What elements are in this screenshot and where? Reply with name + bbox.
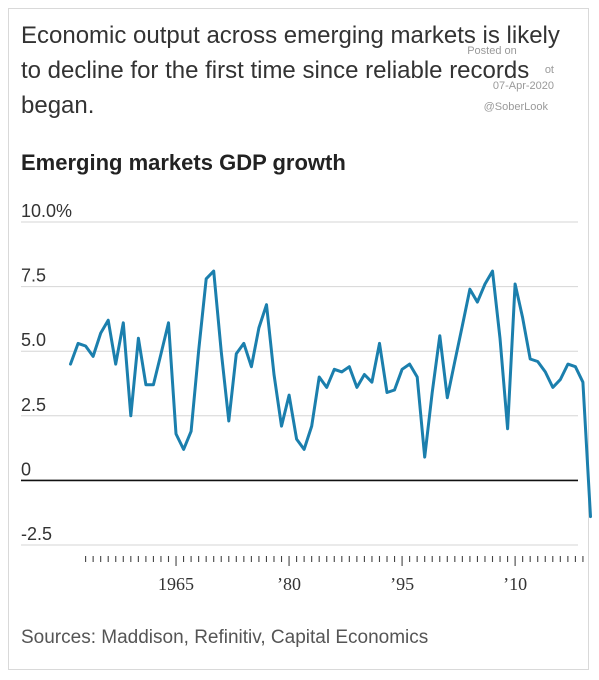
x-tick-label: ’80 [277,574,301,594]
x-tick-label: ’95 [390,574,414,594]
y-tick-label: 0 [21,459,31,479]
y-tick-label: 5.0 [21,330,46,350]
series-line [69,269,592,519]
watermark-bot: ot [544,64,554,76]
source-note: Sources: Maddison, Refinitiv, Capital Ec… [21,627,429,648]
x-tick-label: ’10 [503,574,527,594]
watermark-handle: @SoberLook [483,101,548,113]
y-tick-label: -2.5 [21,524,52,544]
y-tick-label: 2.5 [21,395,46,415]
watermark-posted: Posted on [467,45,517,57]
headline: Economic output across emerging markets … [21,22,560,119]
chart-title: Emerging markets GDP growth [21,150,346,175]
y-tick-label: 10.0% [21,201,72,221]
watermark-date: 07-Apr-2020 [492,80,554,92]
x-tick-label: 1965 [158,574,194,594]
y-tick-label: 7.5 [21,266,46,286]
